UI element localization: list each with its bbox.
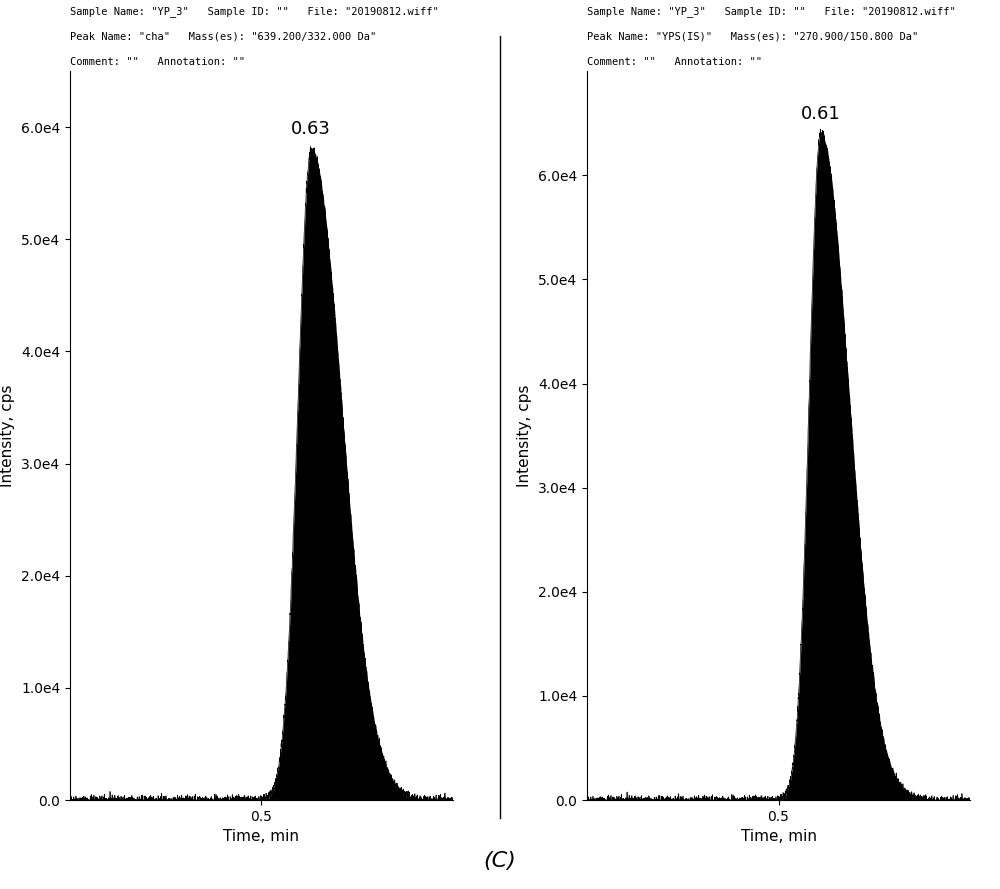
Y-axis label: Intensity, cps: Intensity, cps <box>517 384 532 487</box>
Text: Comment: ""   Annotation: "": Comment: "" Annotation: "" <box>587 57 762 67</box>
Text: Sample Name: "YP_3"   Sample ID: ""   File: "20190812.wiff": Sample Name: "YP_3" Sample ID: "" File: … <box>70 6 439 17</box>
Text: 0.63: 0.63 <box>291 120 331 139</box>
Text: 0.61: 0.61 <box>801 105 841 124</box>
X-axis label: Time, min: Time, min <box>741 829 817 845</box>
X-axis label: Time, min: Time, min <box>223 829 299 845</box>
Y-axis label: Intensity, cps: Intensity, cps <box>0 384 15 487</box>
Text: Peak Name: "YPS(IS)"   Mass(es): "270.900/150.800 Da": Peak Name: "YPS(IS)" Mass(es): "270.900/… <box>587 32 918 42</box>
Text: Comment: ""   Annotation: "": Comment: "" Annotation: "" <box>70 57 245 67</box>
Text: Sample Name: "YP_3"   Sample ID: ""   File: "20190812.wiff": Sample Name: "YP_3" Sample ID: "" File: … <box>587 6 956 17</box>
Text: Peak Name: "cha"   Mass(es): "639.200/332.000 Da": Peak Name: "cha" Mass(es): "639.200/332.… <box>70 32 376 42</box>
Text: (C): (C) <box>484 852 516 871</box>
